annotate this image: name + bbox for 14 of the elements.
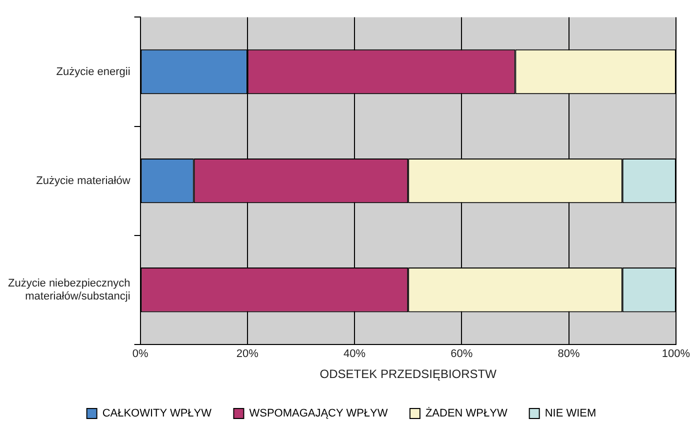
y-tick-label: Zużycie materiałów (36, 174, 130, 187)
legend-label: WSPOMAGAJĄCY WPŁYW (249, 408, 388, 420)
legend-label: ŻADEN WPŁYW (425, 406, 508, 420)
y-tick-label: Zużycie niebezpiecznych materiałów/substancji (8, 277, 130, 302)
x-tick-label: 100% (662, 348, 690, 360)
x-tick-label: 40% (344, 348, 366, 360)
y-tick-label: Zużycie energii (56, 66, 130, 78)
x-tick-label: 0% (132, 348, 148, 360)
x-axis-title: ODSETEK PRZEDSIĘBIORSTW (320, 367, 498, 382)
x-tick-label: 20% (236, 348, 259, 360)
x-tick-label: 60% (450, 348, 473, 360)
x-tick-label: 80% (558, 348, 580, 360)
legend-label: NIE WIEM (544, 408, 596, 420)
legend-label: CAŁKOWITY WPŁYW (102, 408, 212, 420)
